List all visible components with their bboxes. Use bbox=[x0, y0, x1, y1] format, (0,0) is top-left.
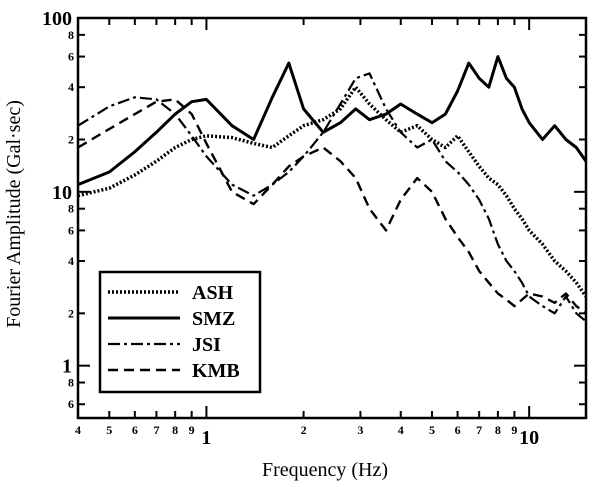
x-tick-label-15: 10 bbox=[519, 427, 539, 449]
legend-box bbox=[98, 270, 262, 394]
y-tick-label-8: 4 bbox=[68, 254, 74, 268]
x-tick-label-11: 6 bbox=[455, 423, 461, 437]
x-tick-label-2: 6 bbox=[132, 423, 138, 437]
y-tick-label-10: 1 bbox=[62, 356, 72, 378]
plot-border bbox=[76, 16, 588, 420]
x-tick-label-10: 5 bbox=[429, 423, 435, 437]
legend-label-ash: ASH bbox=[192, 282, 234, 304]
y-tick-label-3: 4 bbox=[68, 80, 74, 94]
y-tick-label-4: 2 bbox=[68, 133, 74, 147]
x-tick-label-4: 8 bbox=[172, 423, 178, 437]
legend-label-kmb: KMB bbox=[192, 360, 240, 382]
series-line-smz bbox=[78, 55, 586, 186]
x-tick-label-14: 9 bbox=[511, 423, 517, 437]
legend-label-smz: SMZ bbox=[192, 308, 235, 330]
x-tick-label-7: 2 bbox=[301, 423, 307, 437]
x-tick-label-13: 8 bbox=[495, 423, 501, 437]
x-tick-label-6: 1 bbox=[201, 427, 211, 449]
y-tick-label-9: 2 bbox=[68, 306, 74, 320]
y-tick-label-11: 8 bbox=[68, 376, 74, 390]
y-tick-label-5: 10 bbox=[52, 182, 72, 204]
series-layer bbox=[78, 55, 586, 323]
x-tick-label-0: 4 bbox=[75, 423, 81, 437]
legend: ASH SMZ JSI KMB bbox=[98, 270, 262, 394]
x-tick-label-3: 7 bbox=[153, 423, 159, 437]
x-axis-title: Frequency (Hz) bbox=[262, 459, 388, 481]
y-axis-title: Fourier Amplitude (Gal·sec) bbox=[3, 100, 25, 328]
plot-frame bbox=[76, 16, 588, 420]
series-line-ash bbox=[78, 85, 586, 298]
legend-label-jsi: JSI bbox=[192, 334, 221, 356]
series-line-jsi bbox=[78, 72, 586, 323]
y-tick-label-12: 6 bbox=[68, 397, 74, 411]
x-tick-label-1: 5 bbox=[106, 423, 112, 437]
x-tick-label-8: 3 bbox=[357, 423, 363, 437]
x-tick-label-9: 4 bbox=[398, 423, 404, 437]
y-tick-label-1: 8 bbox=[68, 28, 74, 42]
x-tick-label-5: 9 bbox=[189, 423, 195, 437]
series-line-kmb bbox=[78, 98, 586, 315]
x-tick-label-12: 7 bbox=[476, 423, 482, 437]
y-tick-label-7: 6 bbox=[68, 223, 74, 237]
y-tick-label-6: 8 bbox=[68, 202, 74, 216]
y-tick-label-2: 6 bbox=[68, 50, 74, 64]
y-tick-label-0: 100 bbox=[42, 8, 72, 30]
